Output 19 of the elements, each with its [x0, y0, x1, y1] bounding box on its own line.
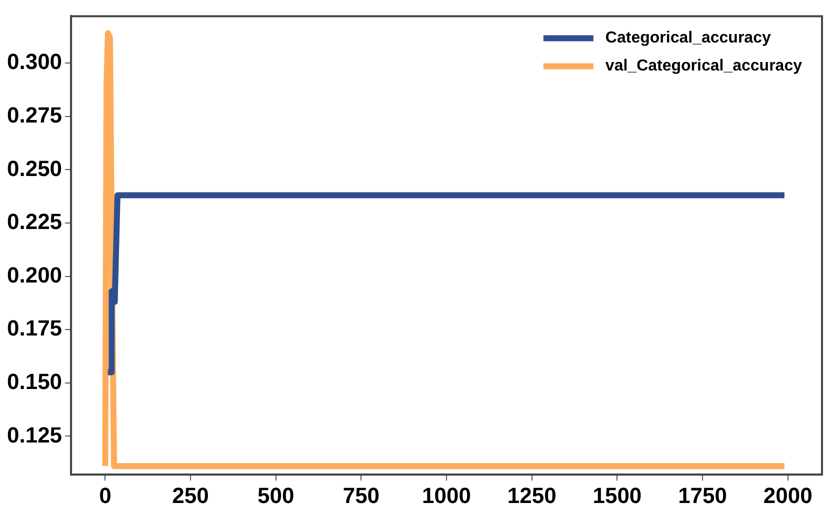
y-tick-label: 0.175: [6, 316, 62, 341]
x-tick-label: 250: [172, 482, 209, 508]
x-tick-label: 1750: [678, 482, 728, 508]
legend-label: val_Categorical_accuracy: [605, 58, 802, 75]
x-tick-label: 1250: [507, 482, 556, 508]
x-tick-label: 2000: [763, 482, 812, 508]
y-tick-label: 0.275: [6, 102, 62, 128]
x-tick-label: 750: [342, 482, 380, 508]
y-tick-label: 0.150: [6, 368, 62, 394]
x-tick-label: 1500: [592, 482, 642, 508]
y-tick-label: 0.250: [6, 156, 62, 181]
x-tick-label: 0: [99, 482, 112, 508]
x-tick-label: 500: [258, 482, 294, 508]
y-tick-label: 0.225: [6, 209, 62, 234]
y-tick-label: 0.125: [6, 422, 62, 448]
legend-label: Categorical_accuracy: [605, 30, 771, 47]
x-tick-label: 1000: [422, 482, 472, 508]
y-tick-label: 0.300: [6, 49, 62, 74]
y-tick-label: 0.200: [6, 262, 62, 288]
